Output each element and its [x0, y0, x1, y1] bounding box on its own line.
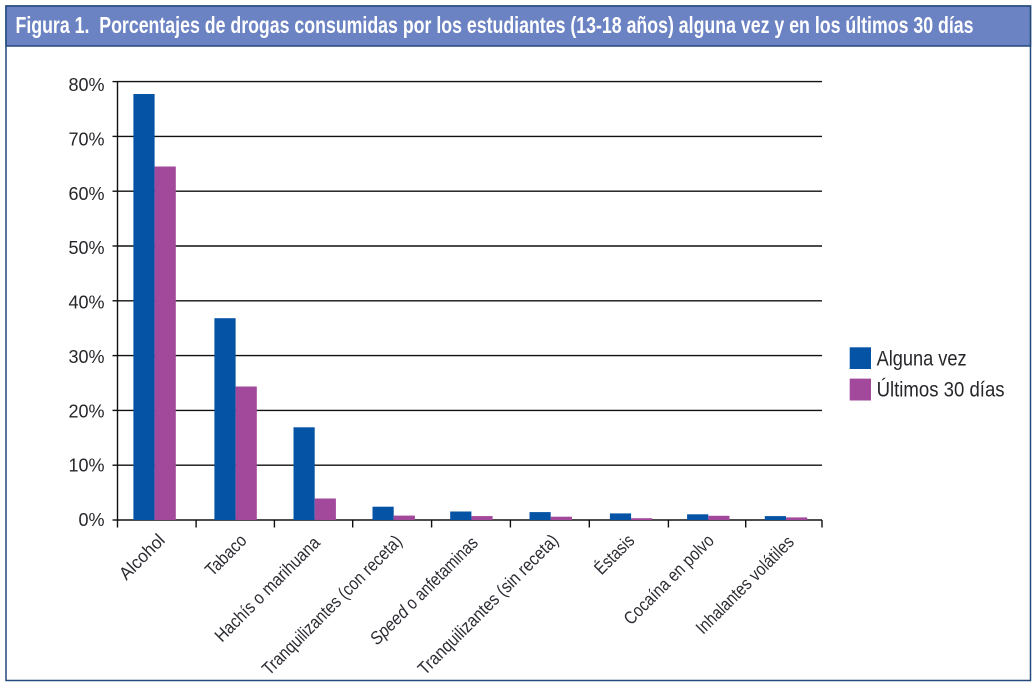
svg-text:30%: 30% [68, 347, 104, 367]
svg-text:10%: 10% [68, 456, 104, 476]
svg-text:Figura 1. Porcentajes de drog: Figura 1. Porcentajes de drogas consumid… [16, 12, 974, 38]
svg-text:20%: 20% [68, 401, 104, 421]
svg-text:0%: 0% [78, 510, 104, 530]
svg-text:60%: 60% [68, 184, 104, 204]
svg-text:Últimos 30 días: Últimos 30 días [877, 379, 1005, 402]
svg-text:80%: 80% [68, 75, 104, 95]
svg-text:50%: 50% [68, 238, 104, 258]
svg-text:70%: 70% [68, 129, 104, 149]
svg-text:Alguna vez: Alguna vez [877, 348, 967, 371]
svg-text:40%: 40% [68, 293, 104, 313]
